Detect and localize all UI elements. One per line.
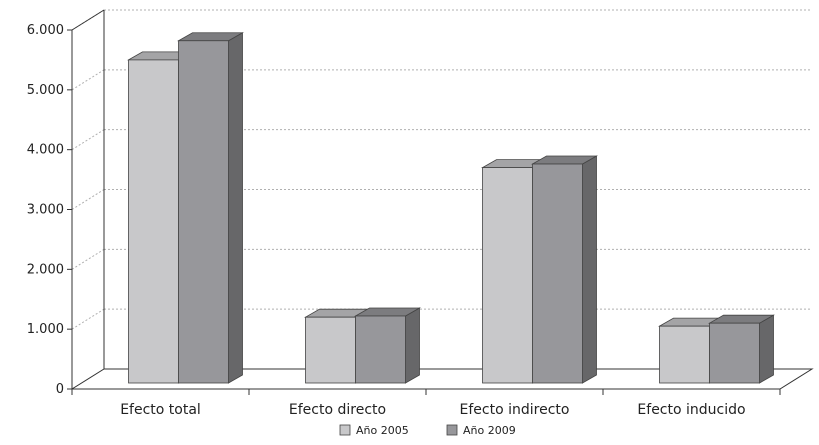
- y-tick-label: 3.000: [27, 203, 64, 218]
- bar: [353, 307, 422, 384]
- bar-front: [709, 322, 760, 384]
- y-tick-label: 1.000: [27, 322, 64, 337]
- legend-label: Año 2009: [463, 424, 516, 437]
- x-tick-label: Efecto inducido: [637, 402, 745, 418]
- gridline-side: [71, 248, 105, 270]
- legend-swatch: [339, 424, 351, 436]
- y-tick-label: 0: [56, 382, 64, 397]
- x-tick-label: Efecto directo: [289, 402, 386, 418]
- axes: [67, 9, 814, 395]
- bar-front: [659, 325, 710, 384]
- bar-side: [759, 314, 774, 384]
- gridline-side: [71, 189, 105, 210]
- gridline-side: [71, 69, 105, 91]
- bar-side: [582, 155, 597, 384]
- legend-swatch: [446, 424, 458, 436]
- bar-front: [355, 315, 406, 384]
- legend: Año 2005 Año 2009: [339, 424, 516, 437]
- bars: [126, 32, 776, 384]
- legend-item: Año 2009: [446, 424, 516, 437]
- bar: [176, 32, 245, 384]
- y-tick-label: 4.000: [27, 143, 64, 158]
- bar: [707, 314, 776, 384]
- y-tick-label: 6.000: [27, 23, 64, 38]
- y-tick-label: 5.000: [27, 83, 64, 98]
- bar-front: [128, 59, 179, 384]
- gridline-side: [71, 308, 105, 330]
- x-tick-label: Efecto total: [120, 402, 201, 418]
- x-tick-label: Efecto indirecto: [460, 402, 570, 418]
- y-axis-top: [71, 9, 105, 31]
- y-tick-label: 2.000: [27, 262, 64, 277]
- bar-front: [482, 167, 533, 384]
- bar-front: [305, 316, 356, 384]
- legend-item: Año 2005: [339, 424, 409, 437]
- bar-side: [405, 307, 420, 384]
- bar: [530, 155, 599, 384]
- axis-labels: 0 1.000 2.000 3.000 4.000 5.000 6.000 Efecto to…: [27, 23, 746, 418]
- bar-front: [178, 40, 229, 384]
- bar-front: [532, 163, 583, 384]
- gridline-side: [71, 129, 105, 151]
- bar-side: [228, 32, 243, 384]
- legend-label: Año 2005: [356, 424, 409, 437]
